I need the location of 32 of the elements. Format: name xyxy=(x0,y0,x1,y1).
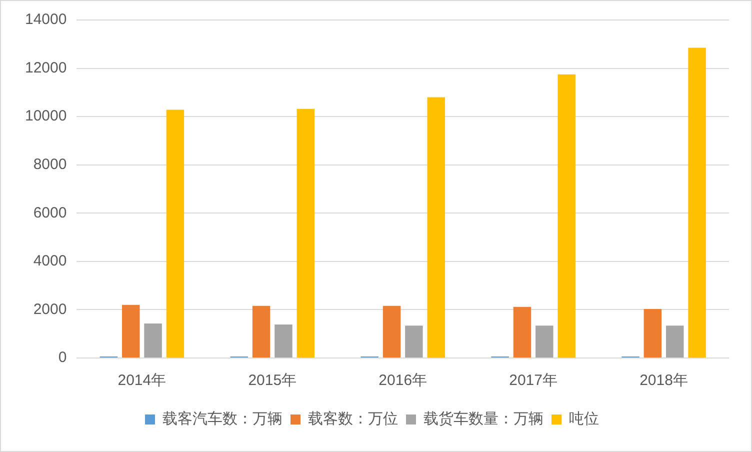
bar xyxy=(427,97,445,358)
y-tick-label: 8000 xyxy=(33,156,67,173)
legend-label: 载客汽车数：万辆 xyxy=(162,410,282,428)
bar xyxy=(644,308,662,358)
bar xyxy=(536,326,554,358)
bar xyxy=(688,48,706,358)
y-tick-label: 10000 xyxy=(24,108,67,125)
bar xyxy=(666,326,684,358)
bar xyxy=(513,306,532,358)
x-tick-label: 2014年 xyxy=(118,372,166,390)
x-tick-label: 2016年 xyxy=(378,372,428,390)
y-tick-label: 0 xyxy=(58,349,67,366)
bar xyxy=(252,306,270,358)
bar xyxy=(558,74,576,358)
bar xyxy=(405,326,423,358)
bar xyxy=(382,306,401,358)
x-tick-label: 2018年 xyxy=(640,372,688,390)
y-tick-label: 6000 xyxy=(33,204,67,222)
y-tick-label: 4000 xyxy=(33,252,67,270)
legend-label: 吨位 xyxy=(569,410,599,428)
bar xyxy=(296,108,315,358)
x-tick-label: 2017年 xyxy=(509,372,558,390)
bar xyxy=(144,323,162,358)
bar xyxy=(122,304,140,358)
legend-label: 载货车数量：万辆 xyxy=(424,410,544,428)
bar xyxy=(166,110,184,358)
legend-label: 载客数：万位 xyxy=(308,410,398,428)
y-tick-label: 2000 xyxy=(33,300,67,318)
bar xyxy=(274,324,292,358)
y-tick-label: 14000 xyxy=(24,11,67,28)
y-tick-label: 12000 xyxy=(24,59,67,76)
x-tick-label: 2015年 xyxy=(248,372,297,390)
